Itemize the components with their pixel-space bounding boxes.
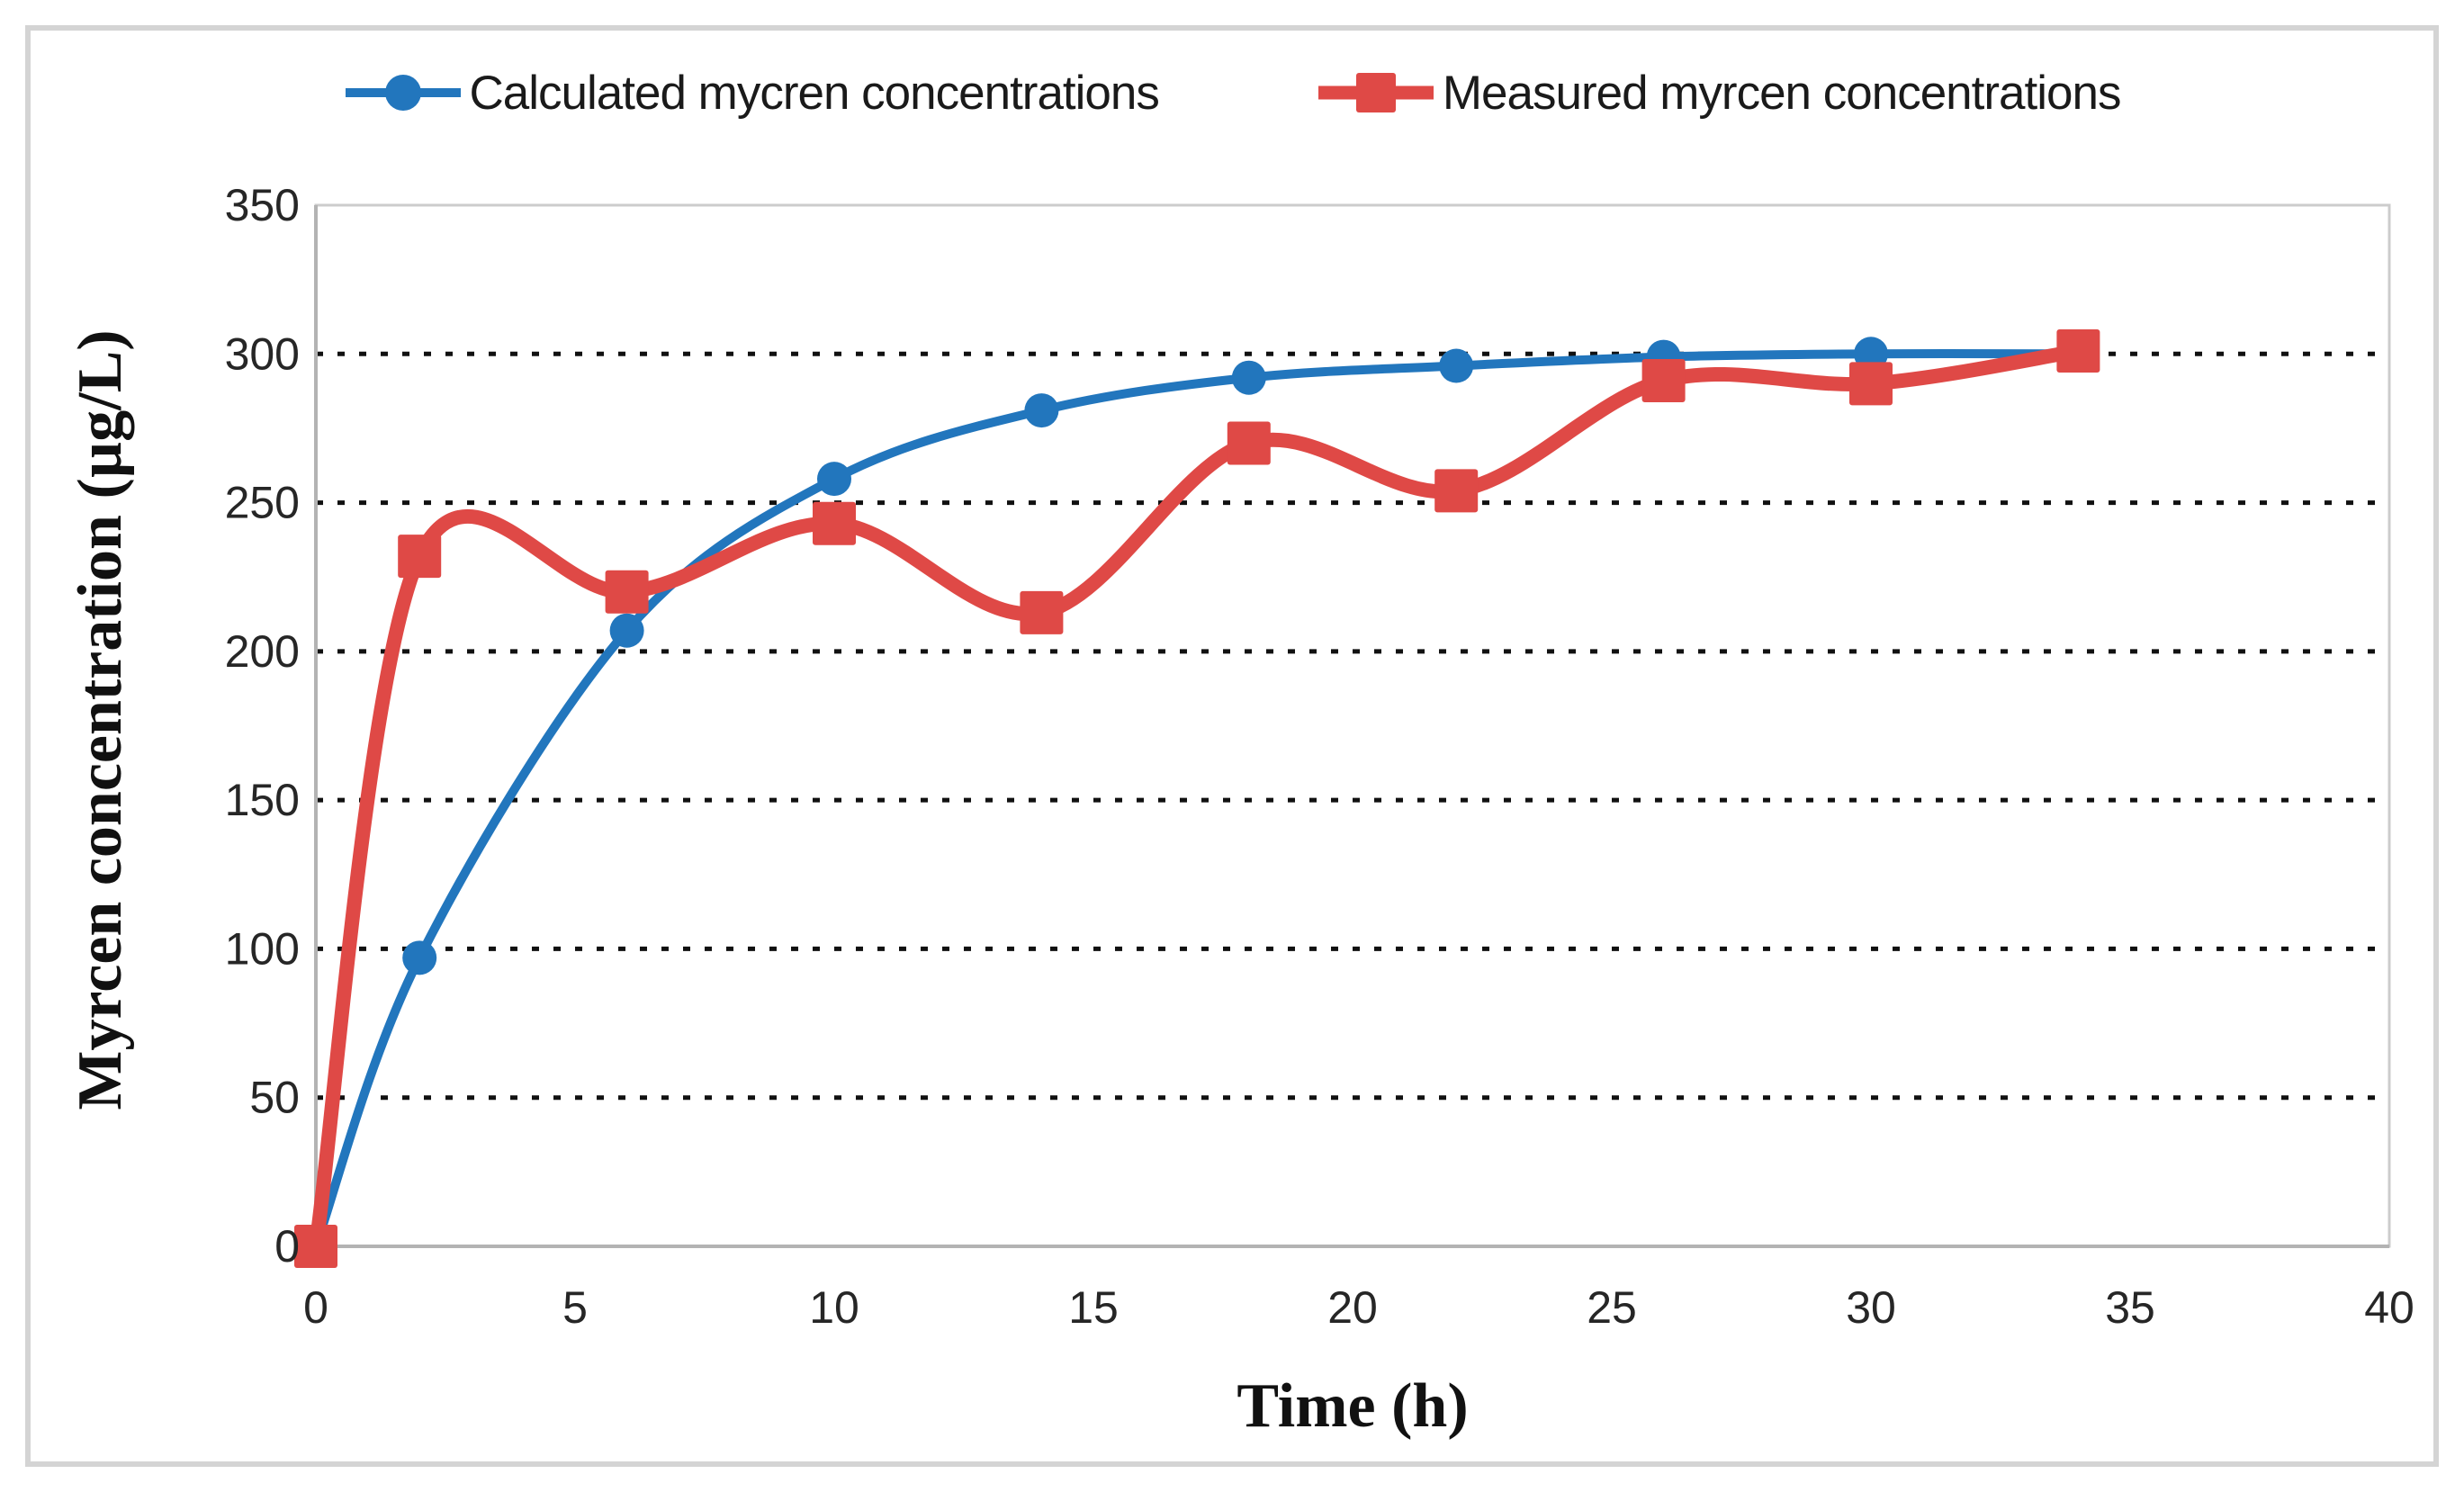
series-line-calculated <box>311 349 2083 1251</box>
legend-item-calculated: Calculated mycren concentrations <box>344 65 1160 121</box>
y-tick-label-300: 300 <box>225 328 300 379</box>
x-tick-label-0: 0 <box>303 1282 328 1333</box>
x-tick-label-40: 40 <box>2364 1282 2415 1333</box>
chart-legend: Calculated mycren concentrations Measure… <box>0 65 2464 121</box>
y-tick-label-0: 0 <box>274 1221 300 1272</box>
x-tick-label-35: 35 <box>2105 1282 2155 1333</box>
data-point-measured-t2 <box>398 535 442 579</box>
legend-label-measured: Measured myrcen concentrations <box>1442 66 2122 120</box>
data-point-measured-t6 <box>605 570 649 614</box>
data-point-measured-t22 <box>1434 469 1479 513</box>
data-point-measured-t30 <box>1849 362 1893 406</box>
legend-marker-square <box>1355 73 1396 112</box>
data-point-calculated-t10 <box>817 462 851 497</box>
y-axis-title: Myrcen concentration (µg/L) <box>66 329 135 1110</box>
data-point-measured-t10 <box>813 501 856 545</box>
x-tick-label-5: 5 <box>562 1282 588 1333</box>
y-tick-label-100: 100 <box>225 923 300 974</box>
legend-label-calculated: Calculated mycren concentrations <box>469 66 1160 120</box>
x-tick-label-10: 10 <box>809 1282 859 1333</box>
x-tick-label-30: 30 <box>1846 1282 1896 1333</box>
x-tick-label-25: 25 <box>1587 1282 1637 1333</box>
line-circle-marker-icon <box>345 75 461 111</box>
data-point-calculated-t14 <box>1024 393 1059 428</box>
data-point-measured-t18 <box>1227 421 1271 465</box>
y-tick-label-200: 200 <box>225 626 300 677</box>
x-tick-label-15: 15 <box>1068 1282 1119 1333</box>
y-tick-label-50: 50 <box>249 1073 300 1123</box>
y-tick-label-250: 250 <box>225 478 300 528</box>
data-point-calculated-t22 <box>1439 348 1474 383</box>
data-point-measured-t14 <box>1020 590 1064 634</box>
x-axis-title: Time (h) <box>1236 1371 1469 1441</box>
data-point-calculated-t18 <box>1231 360 1266 395</box>
y-tick-label-350: 350 <box>225 180 300 230</box>
y-tick-label-150: 150 <box>225 775 300 825</box>
x-tick-label-20: 20 <box>1327 1282 1378 1333</box>
data-point-calculated-t2 <box>402 940 437 975</box>
legend-item-measured: Measured myrcen concentrations <box>1317 65 2121 121</box>
line-square-marker-icon <box>1317 73 1434 112</box>
data-point-measured-t34 <box>2056 328 2100 373</box>
data-point-measured-t0 <box>294 1225 337 1268</box>
data-point-calculated-t6 <box>609 613 644 648</box>
legend-marker-circle <box>384 75 421 111</box>
data-point-measured-t26 <box>1641 359 1686 403</box>
